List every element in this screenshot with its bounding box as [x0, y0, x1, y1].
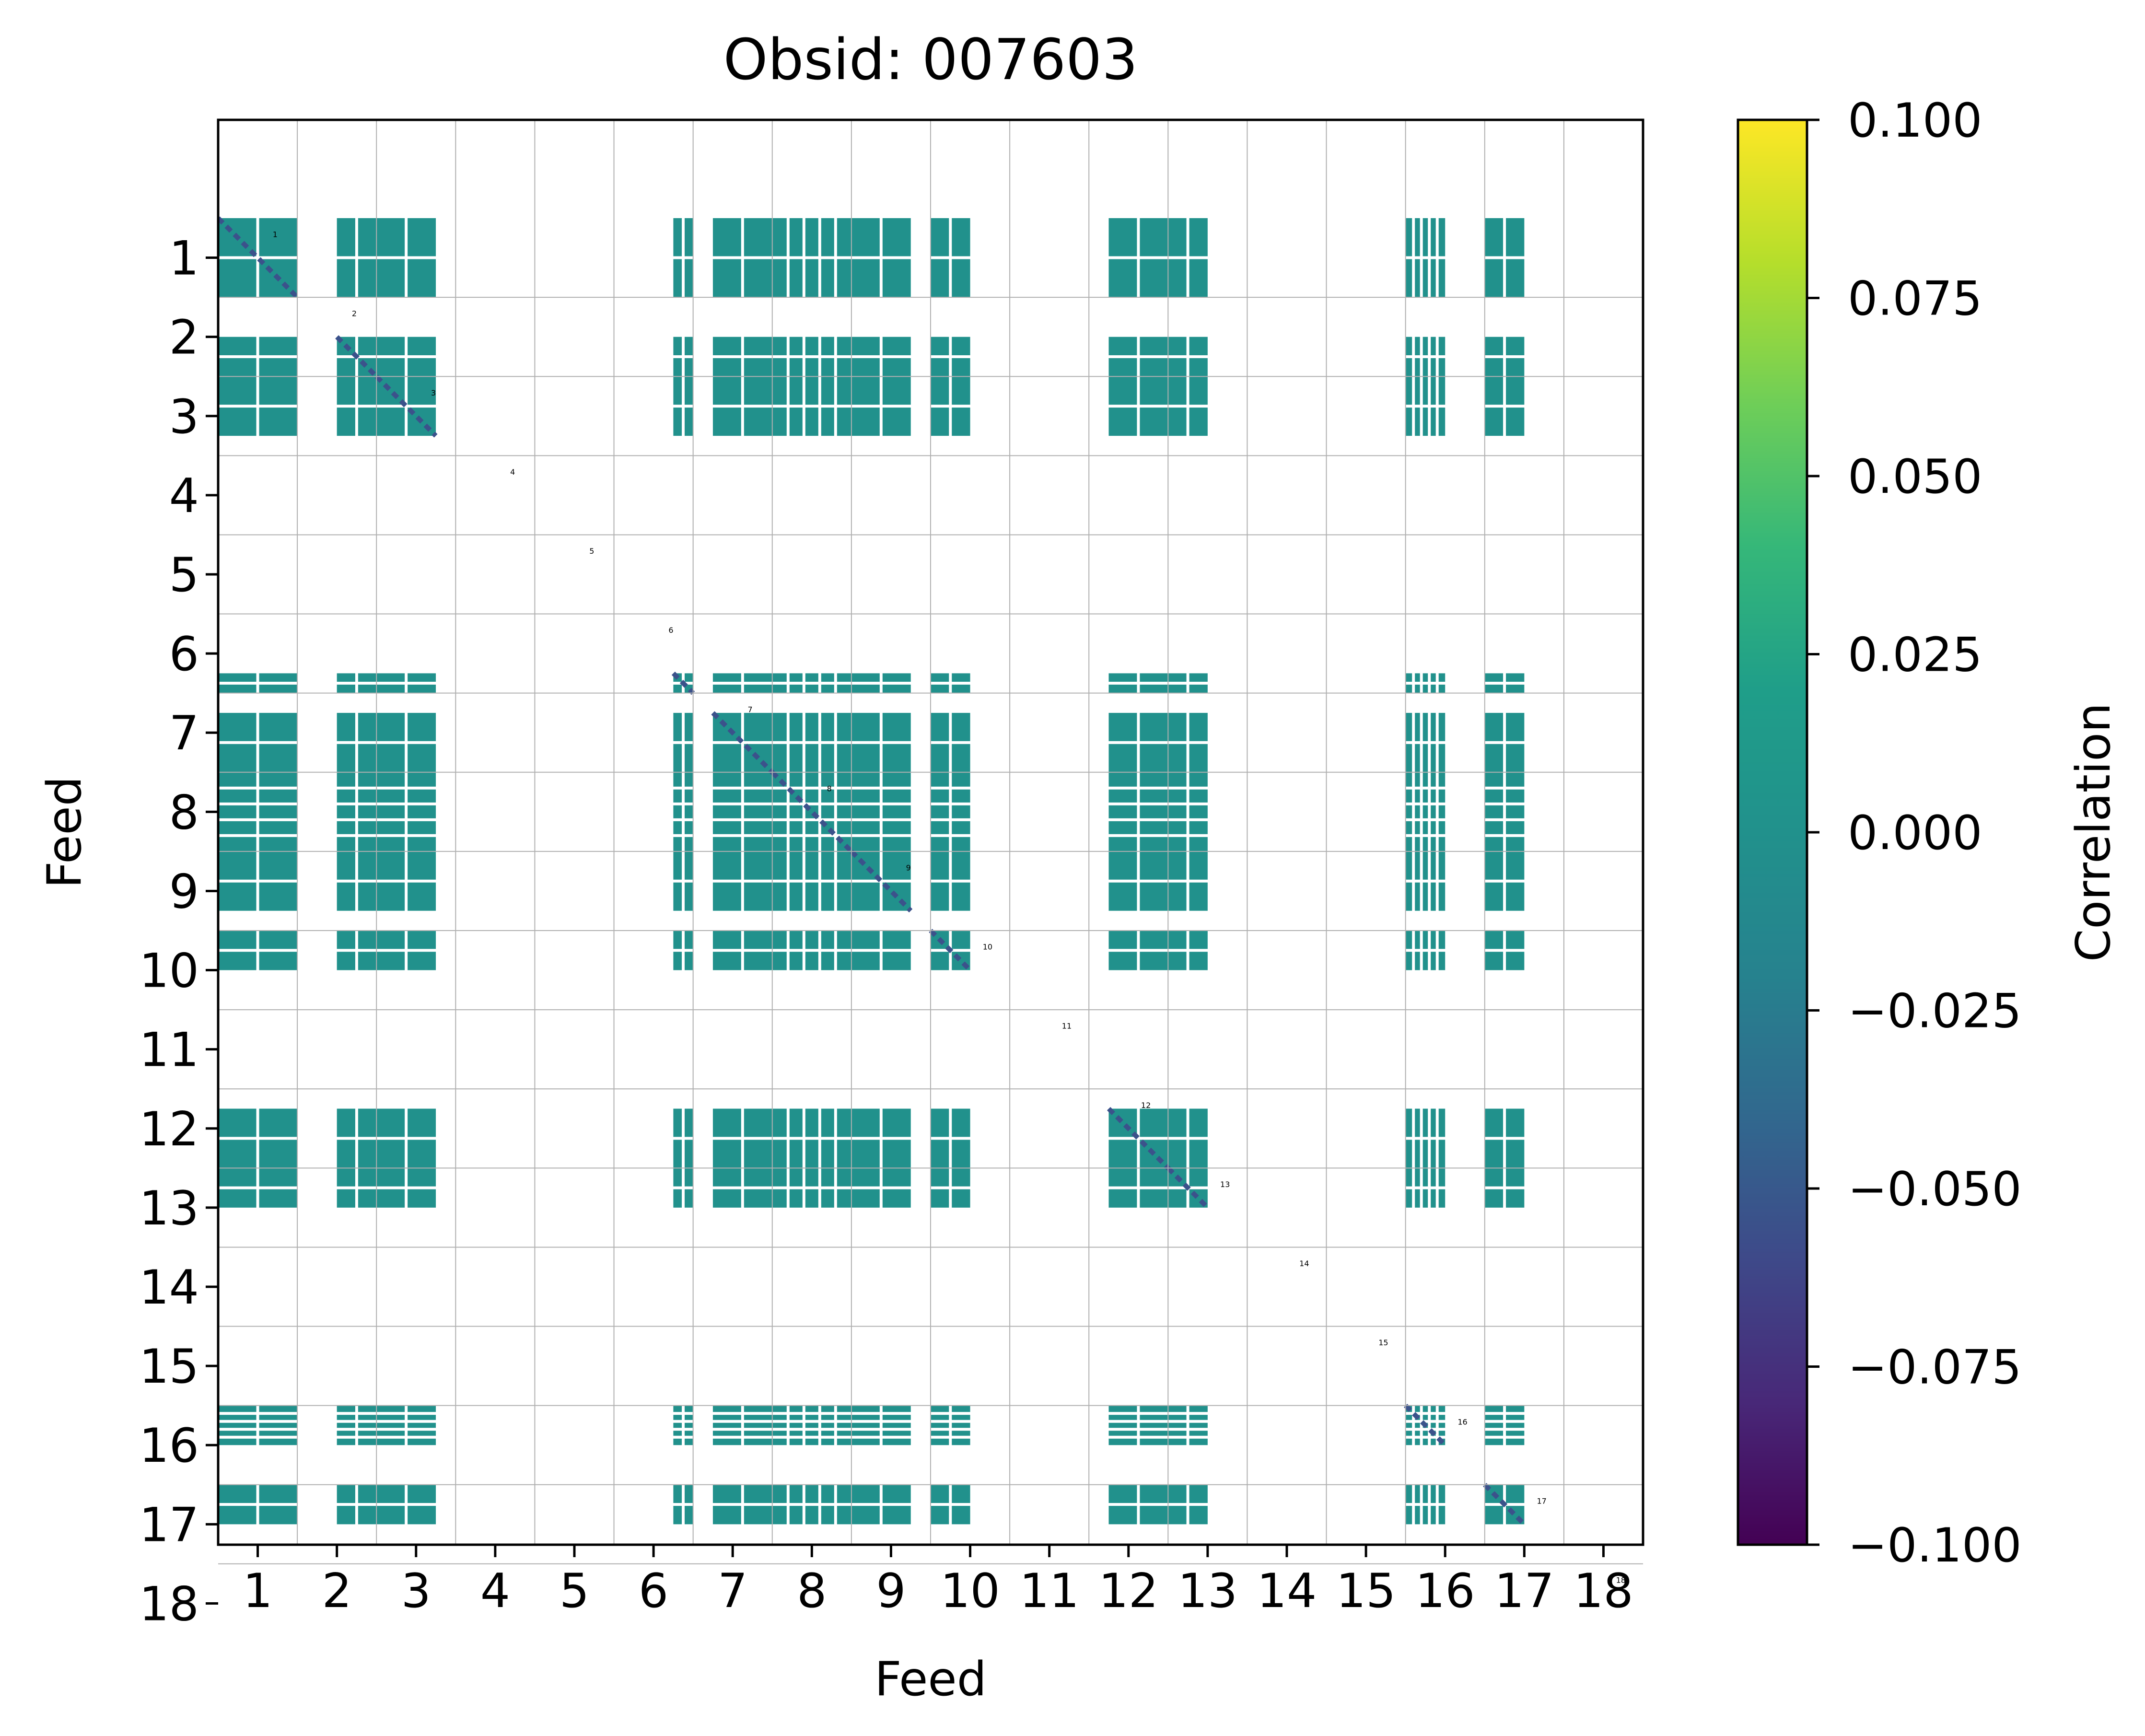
y-tick-label: 11: [139, 1023, 199, 1078]
y-tick-label: 13: [139, 1181, 199, 1236]
cell-label-2: 2: [352, 309, 357, 318]
cell-label-16: 16: [1457, 1417, 1467, 1426]
plot-frame: [217, 118, 1644, 1546]
x-tick-label: 10: [940, 1564, 1000, 1619]
y-tick-label: 6: [169, 627, 199, 682]
cell-label-18: 18: [1616, 1576, 1626, 1585]
diagonal-cell-3: [374, 374, 438, 438]
x-tick-label: 14: [1257, 1564, 1317, 1619]
cell-label-14: 14: [1299, 1259, 1309, 1268]
diagonal-cell-6: [671, 671, 695, 695]
y-tick-label: 7: [169, 706, 199, 761]
y-tick-label: 15: [139, 1340, 199, 1394]
diagonal-cell-2: [335, 335, 378, 378]
x-tick-label: 18: [1574, 1564, 1633, 1619]
colorbar-tick-label: −0.100: [1848, 1518, 2022, 1573]
cell-label-4: 4: [510, 467, 515, 477]
x-tick-label: 15: [1336, 1564, 1396, 1619]
diagonal-cell-9: [850, 850, 913, 913]
block-16-8: [772, 1405, 851, 1445]
cell-label-17: 17: [1537, 1496, 1546, 1505]
diagonal-cells: [218, 216, 1526, 1526]
cell-label-13: 13: [1220, 1180, 1230, 1189]
x-tick-label: 9: [876, 1564, 906, 1619]
colorbar-tick-label: 0.075: [1848, 272, 1982, 326]
cell-label-7: 7: [747, 705, 752, 714]
colorbar-tick-label: 0.050: [1848, 450, 1982, 504]
x-tick-label: 11: [1019, 1564, 1079, 1619]
cell-label-5: 5: [589, 547, 594, 556]
y-tick-label: 18: [139, 1577, 199, 1631]
x-tick-label: 2: [322, 1564, 351, 1619]
y-tick-label: 8: [169, 785, 199, 840]
cell-label-1: 1: [273, 230, 278, 239]
diagonal-cell-16: [1404, 1404, 1447, 1447]
colorbar-tick-label: −0.075: [1848, 1340, 2022, 1395]
colorbar-tick-label: 0.025: [1848, 628, 1982, 683]
y-tick-label: 9: [169, 864, 199, 919]
y-axis-label: Feed: [37, 776, 92, 888]
y-tick-label: 4: [169, 469, 199, 524]
x-tick-label: 12: [1098, 1564, 1158, 1619]
cell-label-11: 11: [1062, 1022, 1072, 1031]
x-tick-label: 13: [1178, 1564, 1238, 1619]
cell-label-8: 8: [827, 784, 832, 793]
x-tick-label: 8: [797, 1564, 827, 1619]
y-tick-label: 1: [169, 232, 199, 286]
colorbar-ticks: −0.100 −0.075 −0.050 −0.025 0.000 0.025 0.050 0…: [1807, 93, 2022, 1573]
diagonal-cell-7: [711, 711, 774, 774]
y-tick-label: 5: [169, 548, 199, 603]
y-tick-label: 2: [169, 311, 199, 365]
block-8-16: [1405, 772, 1446, 851]
cell-label-6: 6: [668, 626, 673, 635]
cell-label-3: 3: [431, 388, 436, 397]
y-tick-label: 17: [139, 1498, 199, 1552]
x-tick-label: 3: [401, 1564, 431, 1619]
diagonal-cell-10: [929, 929, 972, 972]
cell-label-15: 15: [1378, 1338, 1388, 1347]
diagonal-cell-12: [1107, 1107, 1170, 1170]
y-tick-label: 12: [139, 1102, 199, 1157]
y-tick-label: 3: [169, 390, 199, 444]
x-tick-label: 5: [560, 1564, 589, 1619]
cell-label-12: 12: [1141, 1101, 1151, 1110]
colorbar-tick-label: −0.025: [1848, 984, 2022, 1039]
colorbar-tick-label: 0.100: [1848, 93, 1982, 148]
cell-label-10: 10: [983, 943, 992, 952]
y-tick-label: 10: [139, 944, 199, 999]
x-tick-label: 1: [243, 1564, 272, 1619]
grid-lines: [218, 120, 1643, 1564]
colorbar-tick-label: −0.050: [1848, 1162, 2022, 1217]
chart-title: Obsid: 007603: [723, 26, 1138, 93]
colorbar-label: Correlation: [2066, 703, 2121, 962]
x-tick-label: 6: [639, 1564, 668, 1619]
x-axis-ticks: 1 2 3 4 5 6 7 8 9 10 11 12 13 14 15 16 17 18: [243, 1545, 1633, 1619]
diagonal-cell-17: [1483, 1483, 1526, 1526]
x-tick-label: 7: [718, 1564, 747, 1619]
y-tick-label: 16: [139, 1419, 199, 1473]
x-axis-label: Feed: [874, 1652, 987, 1707]
colorbar-tick-label: 0.000: [1848, 806, 1982, 861]
x-tick-label: 17: [1494, 1564, 1554, 1619]
colorbar: [1737, 118, 1808, 1546]
x-tick-label: 16: [1415, 1564, 1475, 1619]
diagonal-cell-1: [218, 216, 299, 299]
y-tick-label: 14: [139, 1260, 199, 1315]
x-tick-label: 4: [480, 1564, 510, 1619]
diagonal-cell-8: [770, 770, 853, 853]
diagonal-cell-13: [1166, 1166, 1210, 1210]
cell-label-9: 9: [906, 863, 911, 873]
